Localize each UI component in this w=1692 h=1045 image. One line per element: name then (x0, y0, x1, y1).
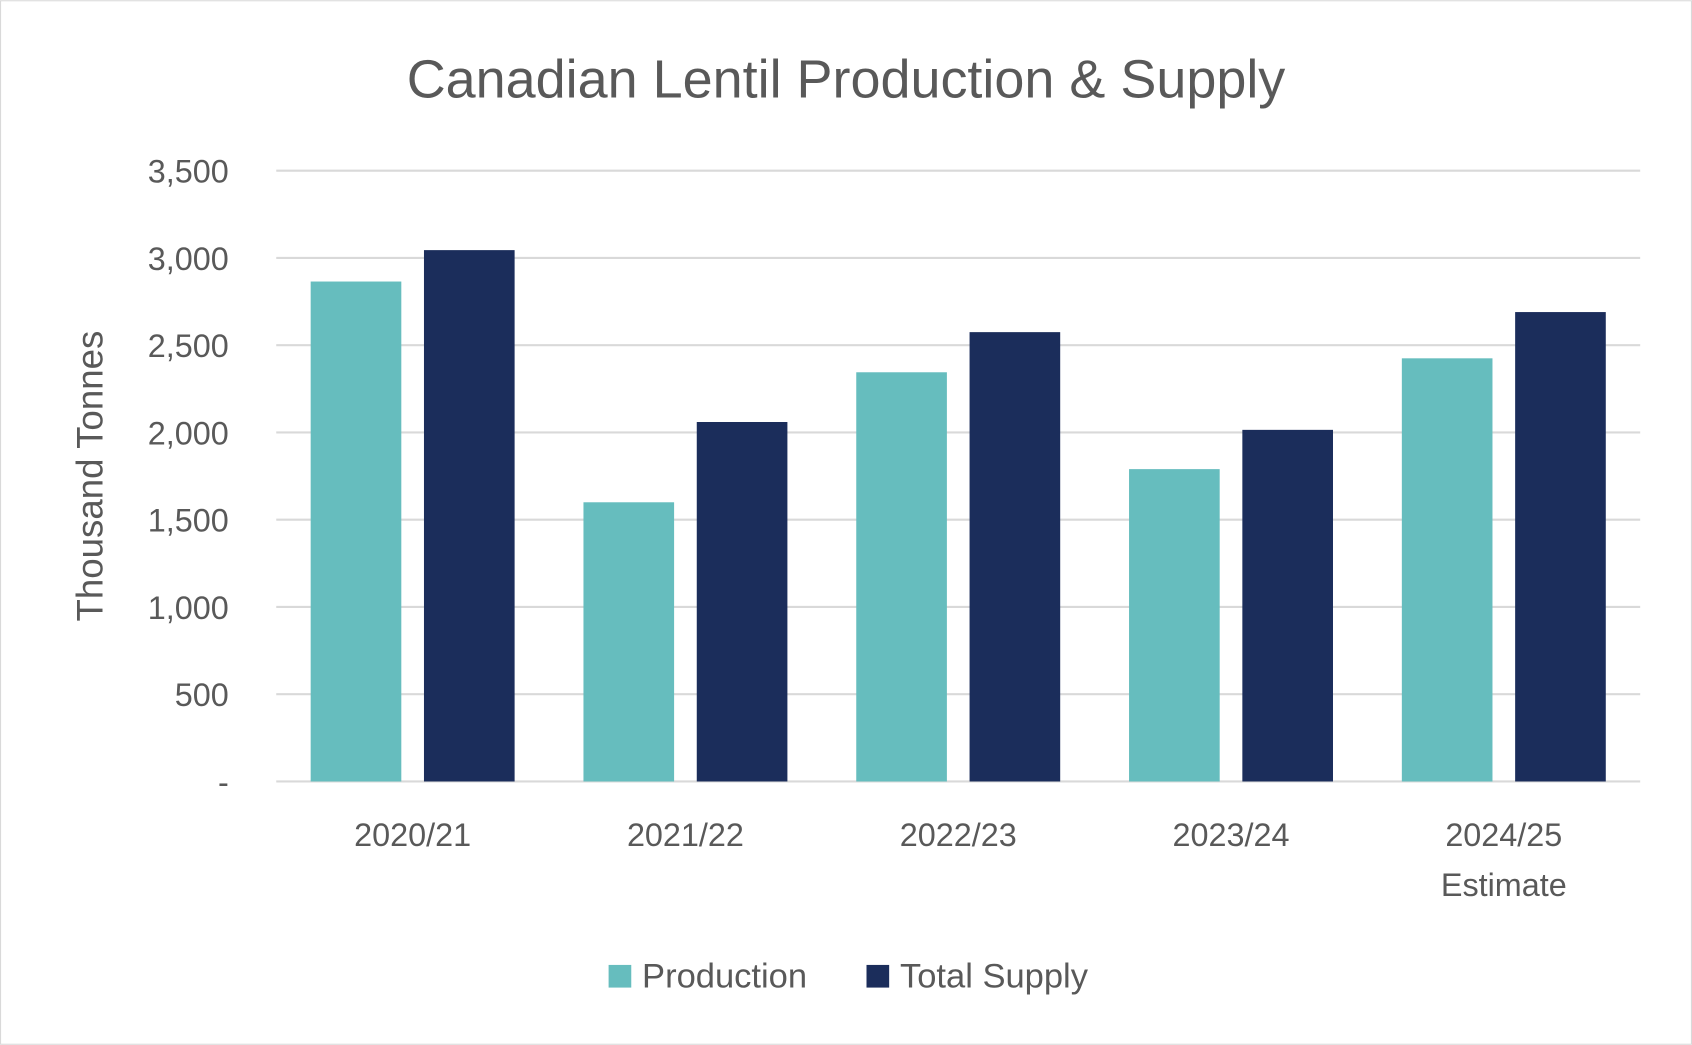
y-tick-label: 2,000 (148, 415, 229, 451)
chart-title: Canadian Lentil Production & Supply (407, 49, 1286, 109)
x-tick-label: 2023/24 (1173, 817, 1290, 853)
bar-production (1401, 358, 1493, 782)
y-tick-label: - (218, 764, 229, 800)
legend-label: Production (642, 958, 807, 996)
bar-production (583, 502, 675, 782)
bar-total-supply (423, 250, 515, 782)
x-tick-label: Estimate (1441, 867, 1567, 903)
x-tick-label: 2024/25 (1445, 817, 1562, 853)
x-tick-label: 2020/21 (354, 817, 471, 853)
y-tick-label: 1,000 (148, 590, 229, 626)
y-tick-label: 1,500 (148, 503, 229, 539)
x-tick-label: 2022/23 (900, 817, 1017, 853)
bar-total-supply (1515, 312, 1606, 782)
y-tick-label: 3,500 (148, 154, 229, 190)
legend-swatch (866, 964, 890, 988)
legend-swatch (608, 964, 632, 988)
y-tick-label: 500 (175, 677, 229, 713)
bar-production (856, 372, 947, 782)
y-tick-label: 2,500 (148, 328, 229, 364)
bar-total-supply (969, 332, 1061, 782)
x-tick-label: 2021/22 (627, 817, 744, 853)
y-axis-label: Thousand Tonnes (70, 331, 111, 622)
bar-production (1129, 469, 1220, 782)
bar-total-supply (696, 422, 788, 782)
legend-label: Total Supply (900, 958, 1089, 996)
bar-production (310, 281, 402, 782)
bar-total-supply (1242, 429, 1333, 782)
y-tick-label: 3,000 (148, 241, 229, 277)
